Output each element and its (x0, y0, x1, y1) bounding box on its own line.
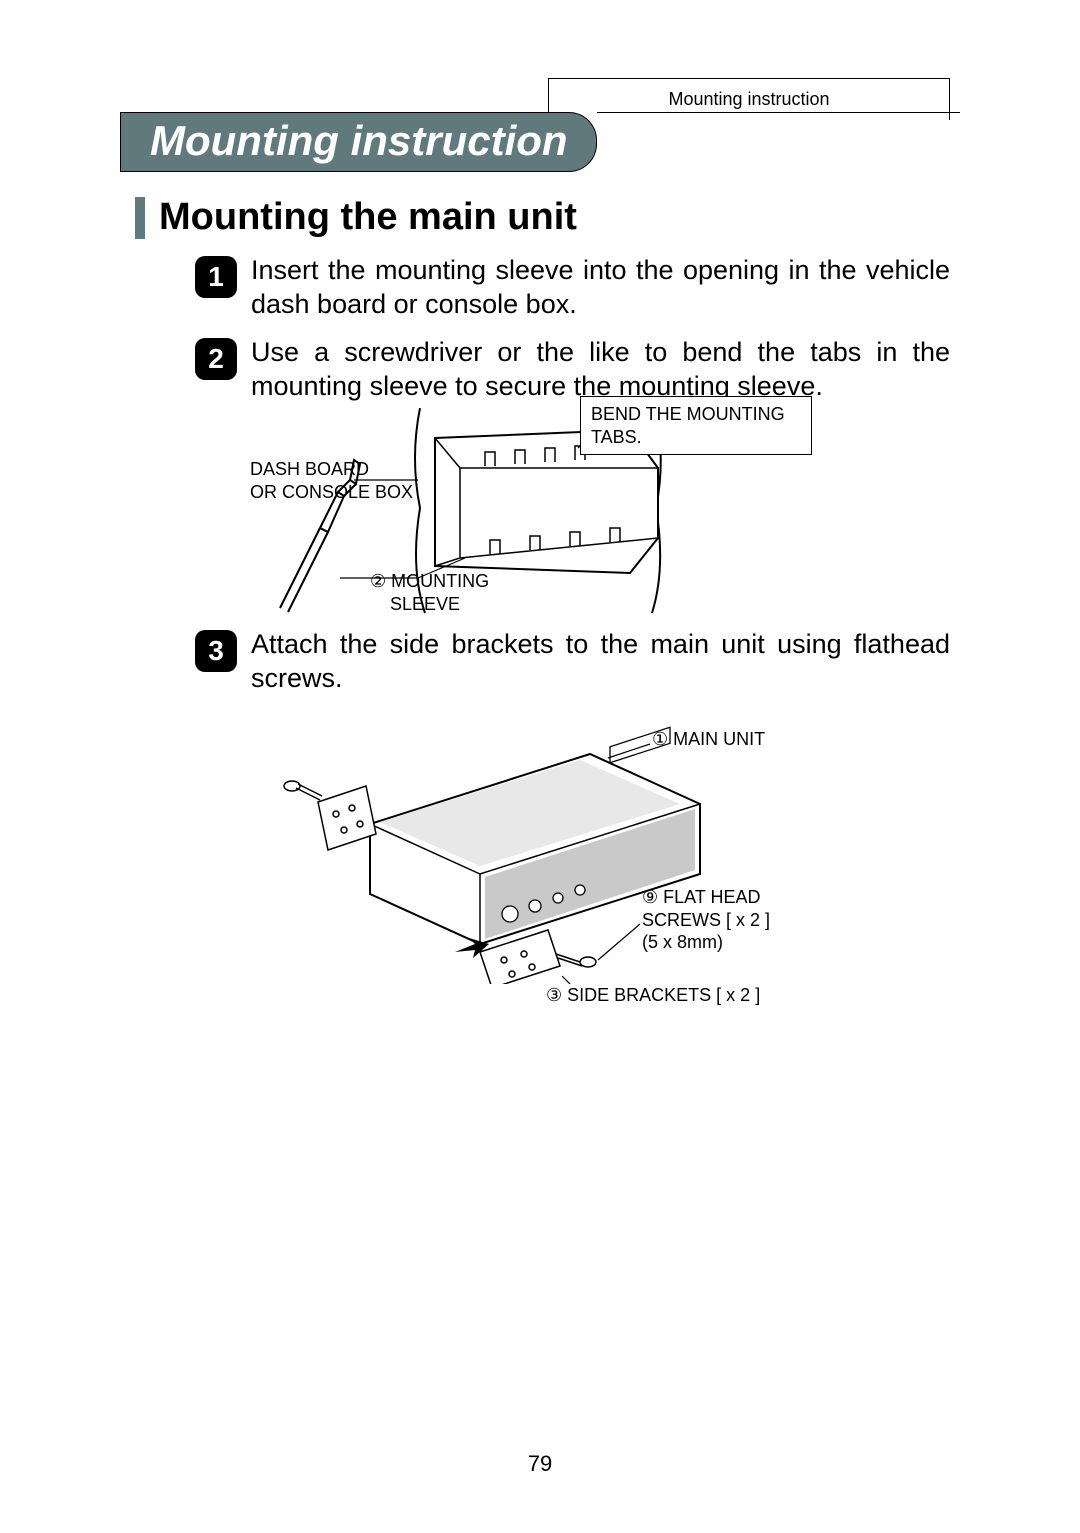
subtitle-text: Mounting the main unit (159, 196, 577, 239)
step-1-text: Insert the mounting sleeve into the open… (251, 254, 950, 322)
step-2-badge: 2 (195, 338, 237, 380)
step-3: 3 Attach the side brackets to the main u… (195, 628, 950, 696)
subtitle-accent-bar (135, 197, 145, 239)
label-mounting-sleeve: ② MOUNTING SLEEVE (370, 570, 489, 615)
step-3-text: Attach the side brackets to the main uni… (251, 628, 950, 696)
label-screws-line1: ⑨ FLAT HEAD (642, 887, 761, 907)
step-2-text: Use a screwdriver or the like to bend th… (251, 336, 950, 404)
label-flathead-screws: ⑨ FLAT HEAD SCREWS [ x 2 ] (5 x 8mm) (642, 886, 770, 954)
header-section-label: Mounting instruction (668, 89, 829, 109)
title-left-stub (120, 112, 136, 172)
label-screws-line2: SCREWS [ x 2 ] (642, 910, 770, 930)
label-side-brackets: ③ SIDE BRACKETS [ x 2 ] (546, 984, 760, 1007)
page-number: 79 (0, 1451, 1080, 1477)
page: Mounting instruction Mounting instructio… (0, 0, 1080, 1533)
diagram-sleeve: DASH BOARD OR CONSOLE BOX ② MOUNTING SLE… (260, 408, 820, 618)
label-dash-board: DASH BOARD OR CONSOLE BOX (250, 458, 413, 503)
label-main-unit: ① MAIN UNIT (652, 728, 765, 751)
diagram-main-unit: ① MAIN UNIT ⑨ FLAT HEAD SCREWS [ x 2 ] (… (280, 714, 840, 984)
step-2: 2 Use a screwdriver or the like to bend … (195, 336, 950, 404)
step-1-badge: 1 (195, 256, 237, 298)
label-screws-line3: (5 x 8mm) (642, 932, 723, 952)
title-rule (597, 112, 960, 113)
title-pill: Mounting instruction (136, 112, 597, 172)
subtitle-row: Mounting the main unit (135, 196, 577, 239)
page-title: Mounting instruction (150, 117, 568, 164)
callout-bend-tabs: BEND THE MOUNTING TABS. (580, 396, 812, 455)
title-bar: Mounting instruction (120, 112, 960, 172)
step-3-badge: 3 (195, 630, 237, 672)
step-1: 1 Insert the mounting sleeve into the op… (195, 254, 950, 322)
